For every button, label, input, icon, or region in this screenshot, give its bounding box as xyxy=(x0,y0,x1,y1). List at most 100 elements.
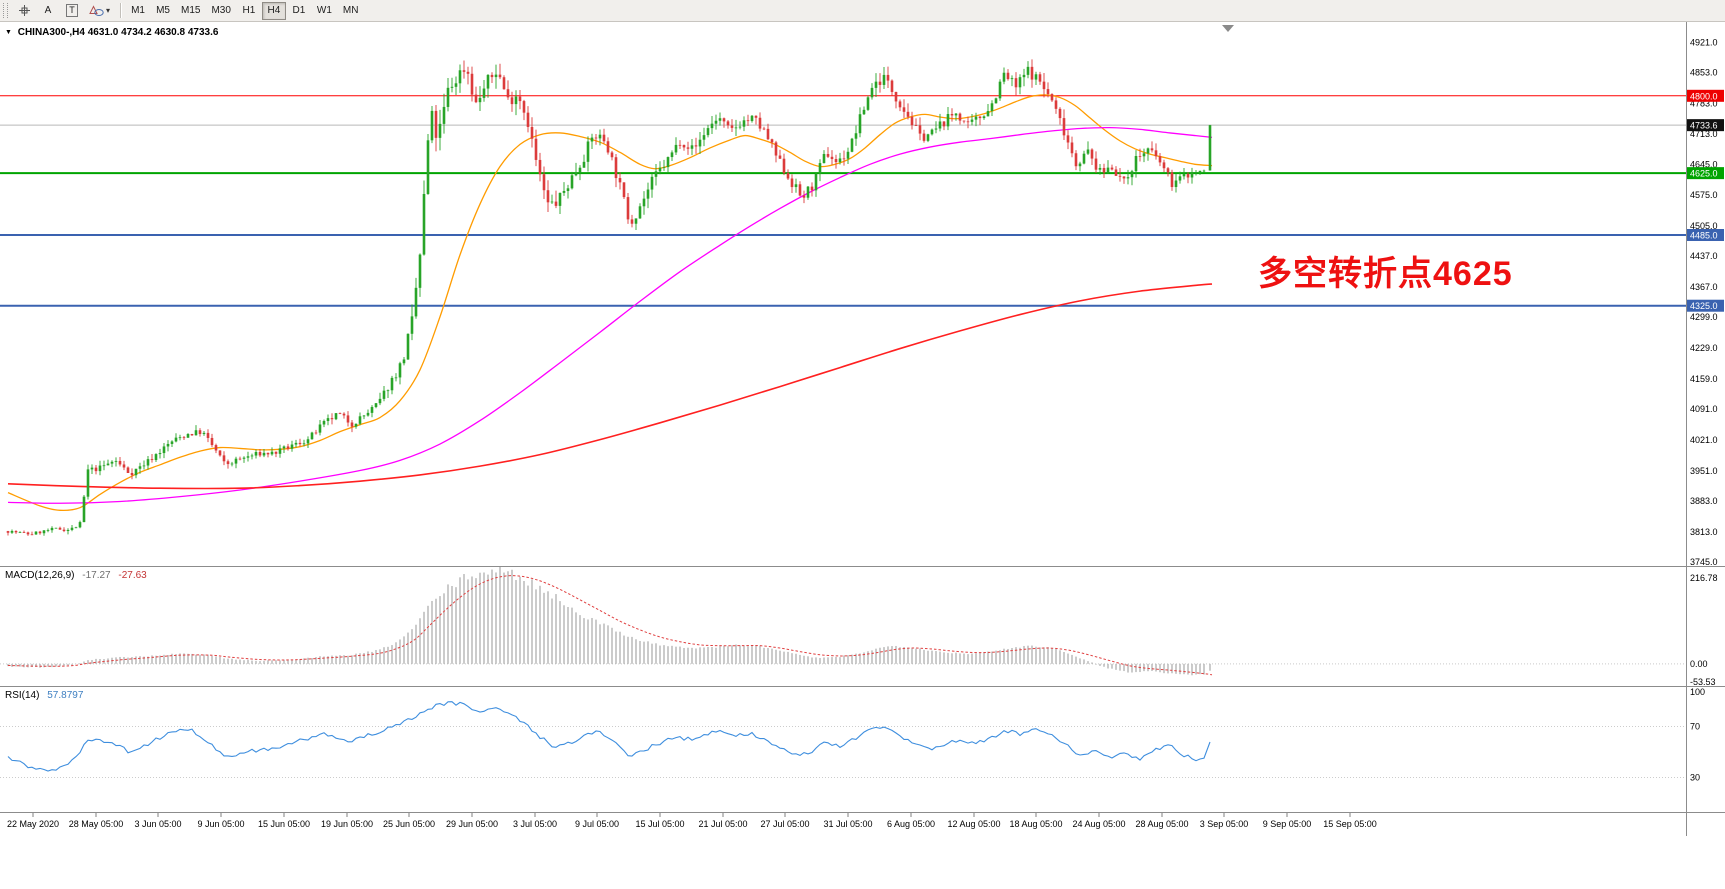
candle-body xyxy=(1006,72,1010,80)
candle-body xyxy=(778,155,782,159)
candle-body xyxy=(462,70,466,72)
candle-body xyxy=(386,390,390,392)
candle-body xyxy=(894,91,898,102)
candle-body xyxy=(10,530,14,533)
candle-body xyxy=(46,530,50,531)
candle-body xyxy=(482,88,486,98)
candle-body xyxy=(1094,158,1098,170)
candle-body xyxy=(1106,167,1110,173)
time-axis-label: 15 Sep 05:00 xyxy=(1323,819,1377,829)
candle-body xyxy=(674,144,678,153)
candle-body xyxy=(346,415,350,423)
candle-body xyxy=(802,195,806,198)
candle-body xyxy=(354,423,358,427)
text-label-tool-button[interactable]: A xyxy=(44,5,52,16)
timeframe-button-m5[interactable]: M5 xyxy=(156,5,170,16)
candle-body xyxy=(734,127,738,129)
price-axis-tick: 4783.0 xyxy=(1690,98,1718,108)
toolbar-drag-handle[interactable] xyxy=(3,3,8,18)
candle-body xyxy=(1034,74,1038,80)
candle-body xyxy=(818,163,822,174)
price-tag-text: 4325.0 xyxy=(1690,301,1718,311)
time-axis-label: 28 May 05:00 xyxy=(69,819,124,829)
price-axis-tick: 4645.0 xyxy=(1690,159,1718,169)
timeframe-button-m30[interactable]: M30 xyxy=(211,5,231,16)
candle-body xyxy=(162,446,166,454)
candle-body xyxy=(554,201,558,206)
candle-body xyxy=(194,430,198,436)
candle-body xyxy=(682,144,686,148)
candle-body xyxy=(230,463,234,465)
candle-body xyxy=(738,126,742,128)
timeframe-button-d1[interactable]: D1 xyxy=(292,5,306,16)
candle-body xyxy=(970,119,974,122)
candle-body xyxy=(526,112,530,127)
candle-body xyxy=(250,455,254,457)
candle-body xyxy=(930,129,934,135)
candle-body xyxy=(50,527,54,531)
rsi-axis-tick: 30 xyxy=(1690,773,1700,783)
candle-body xyxy=(490,74,494,78)
timeframe-button-w1[interactable]: W1 xyxy=(316,5,332,16)
price-axis-tick: 4713.0 xyxy=(1690,129,1718,139)
candle-body xyxy=(1066,135,1070,143)
candle-body xyxy=(174,437,178,442)
candle-body xyxy=(506,89,510,98)
candle-body xyxy=(758,117,762,129)
text-box-tool-button[interactable]: T xyxy=(60,2,84,20)
price-axis-tick: 4853.0 xyxy=(1690,67,1718,77)
candle-body xyxy=(1098,167,1102,170)
candle-body xyxy=(1050,94,1054,101)
candle-body xyxy=(910,116,914,126)
candle-body xyxy=(358,416,362,424)
candle-body xyxy=(530,126,534,139)
candle-body xyxy=(566,188,570,192)
time-axis-label: 18 Aug 05:00 xyxy=(1009,819,1062,829)
candle-body xyxy=(714,120,718,124)
crosshair-tool-button[interactable] xyxy=(12,2,36,20)
candle-body xyxy=(514,96,518,105)
candle-body xyxy=(902,107,906,112)
macd-value: -17.27 xyxy=(82,570,111,581)
candle-body xyxy=(834,159,838,163)
candle-body xyxy=(730,125,734,128)
price-axis-tick: 4229.0 xyxy=(1690,343,1718,353)
candle-body xyxy=(1054,100,1058,109)
candle-body xyxy=(222,455,226,462)
candle-body xyxy=(330,418,334,420)
candle-body xyxy=(130,472,134,476)
candle-body xyxy=(278,448,282,454)
timeframe-button-m1[interactable]: M1 xyxy=(131,5,145,16)
candle-body xyxy=(854,133,858,139)
candle-body xyxy=(1182,173,1186,177)
price-tag-4625.0 xyxy=(1687,167,1724,180)
timeframe-button-h4[interactable]: H4 xyxy=(261,1,286,20)
shapes-icon xyxy=(89,4,104,16)
shapes-tool-button[interactable]: ▾ xyxy=(84,2,115,20)
candle-body xyxy=(362,415,366,417)
candle-body xyxy=(78,522,82,528)
candle-body xyxy=(314,432,318,434)
candle-body xyxy=(1174,180,1178,188)
timeframe-button-mn[interactable]: MN xyxy=(342,5,359,16)
candle-body xyxy=(762,128,766,130)
candle-body xyxy=(994,98,998,104)
ma-fast-line xyxy=(7,94,1213,512)
timeframe-button-m15[interactable]: M15 xyxy=(181,5,201,16)
price-axis-tick: 4091.0 xyxy=(1690,404,1718,414)
candle-body xyxy=(726,121,730,126)
price-axis-tick: 3745.0 xyxy=(1690,557,1718,567)
candle-body xyxy=(1058,108,1062,119)
timeframe-button-h1[interactable]: H1 xyxy=(242,5,256,16)
candle-body xyxy=(1046,89,1050,95)
candle-body xyxy=(422,193,426,255)
candle-body xyxy=(882,74,886,85)
candle-body xyxy=(642,198,646,207)
candle-body xyxy=(1162,162,1166,169)
candle-body xyxy=(794,184,798,188)
candle-body xyxy=(918,125,922,134)
candle-body xyxy=(1126,177,1130,179)
candle-body xyxy=(106,463,110,466)
candle-body xyxy=(134,468,138,476)
